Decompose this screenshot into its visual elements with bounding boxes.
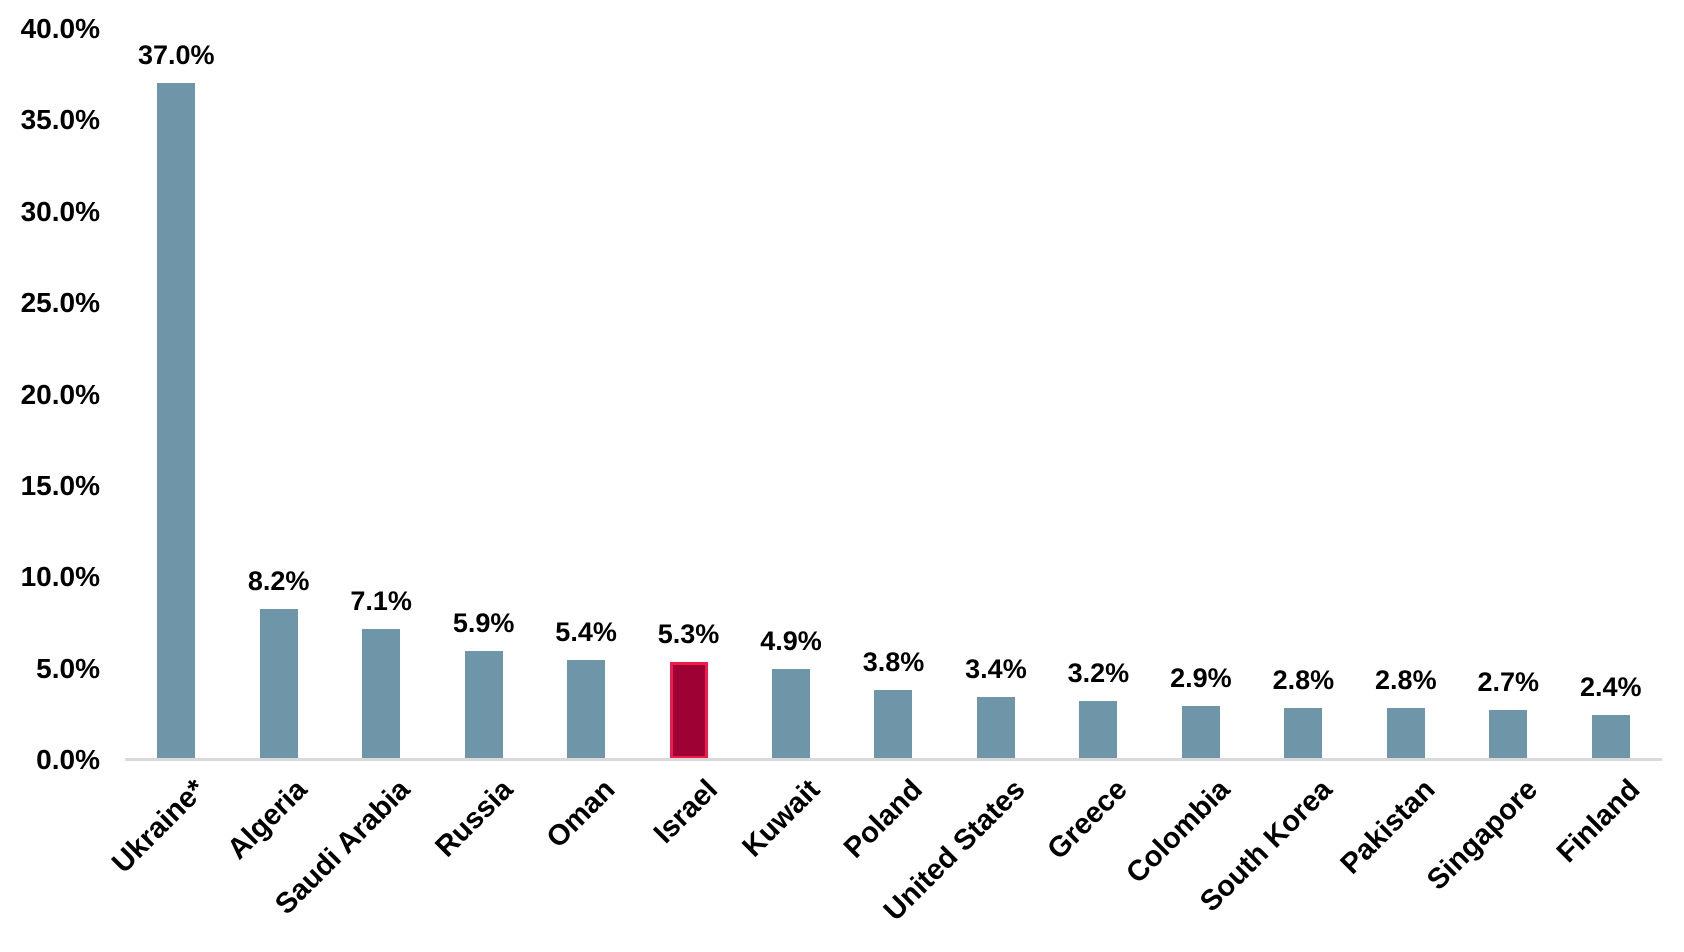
x-axis-category-label: Singapore bbox=[1420, 773, 1544, 897]
bar-value-label: 2.7% bbox=[1477, 667, 1540, 697]
x-axis-category-label: Russia bbox=[428, 773, 519, 864]
y-axis-tick-label: 0.0% bbox=[36, 744, 100, 775]
bar bbox=[1181, 706, 1220, 759]
bar bbox=[1386, 708, 1425, 759]
bar-slot: 5.9% bbox=[432, 28, 534, 759]
bar bbox=[362, 629, 401, 759]
bar bbox=[1489, 710, 1528, 759]
bar bbox=[259, 609, 298, 759]
x-axis-category-label: Greece bbox=[1041, 773, 1134, 866]
bar bbox=[1079, 701, 1118, 759]
x-axis-category-label: Oman bbox=[540, 773, 622, 855]
x-axis-category-label: Israel bbox=[647, 773, 724, 850]
bar-slot: 37.0% bbox=[125, 28, 227, 759]
bar-value-label: 5.9% bbox=[452, 608, 515, 638]
y-axis-tick-label: 20.0% bbox=[20, 378, 100, 410]
bar bbox=[772, 669, 811, 759]
bar-value-label: 7.1% bbox=[350, 586, 412, 616]
bar-value-label: 3.2% bbox=[1067, 658, 1130, 688]
y-axis-tick-label: 5.0% bbox=[36, 652, 100, 684]
bar-value-label: 2.8% bbox=[1272, 665, 1335, 695]
bar-slot: 8.2% bbox=[227, 28, 329, 759]
bar-value-label: 4.9% bbox=[760, 626, 822, 656]
bar-value-label: 3.8% bbox=[862, 647, 925, 677]
bar bbox=[157, 83, 196, 759]
x-axis-category-label: Kuwait bbox=[736, 773, 827, 864]
bar-value-label: 8.2% bbox=[247, 566, 310, 596]
y-axis-tick-label: 35.0% bbox=[20, 104, 100, 136]
bar-value-label: 2.9% bbox=[1170, 663, 1232, 693]
bar-value-label: 2.4% bbox=[1579, 672, 1642, 702]
bar bbox=[464, 651, 503, 759]
bar bbox=[567, 660, 606, 759]
bar-slot: 2.9% bbox=[1150, 28, 1252, 759]
y-axis-tick-label: 10.0% bbox=[20, 561, 100, 593]
x-axis-line bbox=[125, 758, 1662, 761]
bar-slot: 5.4% bbox=[535, 28, 637, 759]
bar-value-label: 5.4% bbox=[555, 617, 617, 647]
bar-slot: 3.8% bbox=[842, 28, 944, 759]
y-axis-tick-label: 40.0% bbox=[20, 13, 100, 44]
bar-highlight bbox=[669, 662, 708, 759]
bar-slot: 2.8% bbox=[1252, 28, 1354, 759]
bar-slot: 7.1% bbox=[330, 28, 432, 759]
bar-value-label: 37.0% bbox=[137, 40, 215, 70]
bar-slot: 3.2% bbox=[1047, 28, 1149, 759]
y-axis-tick-label: 30.0% bbox=[20, 195, 100, 227]
bar-value-label: 5.3% bbox=[657, 619, 720, 649]
bar-slot: 3.4% bbox=[945, 28, 1047, 759]
bar-value-label: 3.4% bbox=[965, 654, 1027, 684]
bar bbox=[1591, 715, 1630, 759]
x-axis-category-label: Finland bbox=[1550, 773, 1646, 870]
bar-slot: 2.7% bbox=[1457, 28, 1559, 759]
y-axis-tick-label: 25.0% bbox=[20, 287, 100, 319]
x-axis-category-label: Pakistan bbox=[1334, 773, 1442, 881]
bar-slot: 5.3% bbox=[637, 28, 739, 759]
y-axis-tick-label: 15.0% bbox=[20, 469, 100, 501]
bar-slot: 2.4% bbox=[1560, 28, 1662, 759]
bar bbox=[874, 690, 913, 759]
bar-slot: 2.8% bbox=[1355, 28, 1457, 759]
bar-value-label: 2.8% bbox=[1375, 665, 1437, 695]
x-axis-category-label: Poland bbox=[837, 773, 929, 865]
x-axis-category-label: Algeria bbox=[221, 773, 314, 866]
bar bbox=[1284, 708, 1323, 759]
x-axis-category-label: Ukraine* bbox=[105, 773, 212, 880]
bar bbox=[976, 697, 1015, 759]
bar-slot: 4.9% bbox=[740, 28, 842, 759]
